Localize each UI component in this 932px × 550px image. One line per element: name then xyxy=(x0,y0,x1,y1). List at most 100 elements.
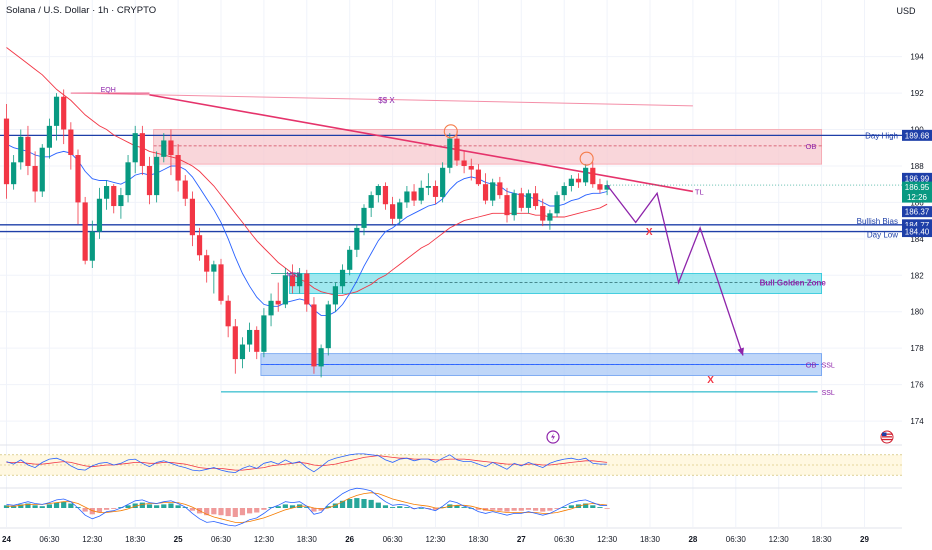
candle[interactable] xyxy=(146,156,153,205)
candle[interactable] xyxy=(475,164,481,186)
candle[interactable] xyxy=(261,308,267,358)
macd-histogram-bar xyxy=(375,502,381,508)
candle[interactable] xyxy=(75,149,81,225)
macd-histogram-bar xyxy=(561,507,567,508)
candle[interactable] xyxy=(211,260,217,294)
candles-layer[interactable] xyxy=(3,89,610,378)
candle[interactable] xyxy=(382,182,389,210)
candle[interactable] xyxy=(440,162,446,203)
candle[interactable] xyxy=(239,337,246,369)
candle[interactable] xyxy=(118,187,124,219)
candle[interactable] xyxy=(175,144,181,192)
candle[interactable] xyxy=(82,196,88,265)
candle[interactable] xyxy=(204,249,210,283)
candle[interactable] xyxy=(139,125,145,176)
candle[interactable] xyxy=(111,184,117,214)
candle[interactable] xyxy=(11,155,17,190)
candle[interactable] xyxy=(554,191,560,217)
lightning-icon[interactable] xyxy=(546,430,560,444)
candle[interactable] xyxy=(196,227,203,261)
time-axis[interactable]: 24 06:30 12:30 18:30 25 06:30 12:30 18:30 26 06:3… xyxy=(0,527,902,544)
price-axis[interactable]: 194192190188186184182180178176174189.681… xyxy=(902,0,932,550)
candle[interactable] xyxy=(518,187,524,212)
candle[interactable] xyxy=(504,187,510,223)
candle[interactable] xyxy=(375,184,381,203)
candle-body xyxy=(561,186,567,196)
candle[interactable] xyxy=(511,189,517,221)
macd-histogram-bar xyxy=(425,508,431,509)
candle[interactable] xyxy=(540,198,546,227)
candle[interactable] xyxy=(461,151,467,174)
candle[interactable] xyxy=(254,326,260,360)
candle[interactable] xyxy=(96,187,103,239)
candle[interactable] xyxy=(361,204,367,236)
candle[interactable] xyxy=(39,144,45,197)
candle[interactable] xyxy=(46,118,52,159)
candle[interactable] xyxy=(404,186,410,208)
rsi-pane[interactable]: 54.4351.48 xyxy=(0,444,932,478)
candle[interactable] xyxy=(232,319,238,374)
candle[interactable] xyxy=(89,220,95,268)
candle[interactable] xyxy=(339,264,346,294)
candle[interactable] xyxy=(418,180,424,205)
candle[interactable] xyxy=(490,178,496,207)
candle[interactable] xyxy=(354,224,360,258)
candle[interactable] xyxy=(533,186,539,210)
candle[interactable] xyxy=(268,293,274,327)
candle[interactable] xyxy=(189,191,195,247)
candle[interactable] xyxy=(32,151,38,203)
candle[interactable] xyxy=(482,173,489,205)
candle[interactable] xyxy=(454,131,460,166)
candle[interactable] xyxy=(289,264,296,294)
candle[interactable] xyxy=(318,344,324,378)
candle-body xyxy=(347,249,353,270)
candle[interactable] xyxy=(3,104,10,199)
candle[interactable] xyxy=(425,173,431,196)
candle[interactable] xyxy=(575,173,582,188)
candle[interactable] xyxy=(561,182,567,201)
candle[interactable] xyxy=(597,178,603,194)
candle[interactable] xyxy=(61,89,67,145)
candle[interactable] xyxy=(525,189,532,214)
candle[interactable] xyxy=(468,158,474,181)
candle[interactable] xyxy=(125,155,131,203)
candle[interactable] xyxy=(282,268,288,309)
macd-pane[interactable]: 0.330.27-0.06 xyxy=(0,485,932,527)
candle[interactable] xyxy=(583,164,589,186)
candle[interactable] xyxy=(218,258,224,305)
candle[interactable] xyxy=(68,122,74,170)
candle[interactable] xyxy=(332,282,338,312)
candle[interactable] xyxy=(275,282,281,312)
candle[interactable] xyxy=(397,198,403,225)
candle[interactable] xyxy=(18,129,24,170)
candle[interactable] xyxy=(547,209,553,230)
candle[interactable] xyxy=(311,297,317,374)
candle[interactable] xyxy=(304,269,310,312)
candle[interactable] xyxy=(182,175,188,207)
candle[interactable] xyxy=(154,151,160,203)
us-flag-icon[interactable] xyxy=(880,430,894,444)
candle[interactable] xyxy=(297,268,303,294)
candle[interactable] xyxy=(104,180,110,210)
candle[interactable] xyxy=(247,322,253,352)
candle[interactable] xyxy=(390,196,396,225)
candle[interactable] xyxy=(347,246,353,276)
candle[interactable] xyxy=(447,133,453,174)
candle[interactable] xyxy=(432,180,439,205)
candle[interactable] xyxy=(325,300,331,356)
candle[interactable] xyxy=(161,133,167,163)
currency-label[interactable]: USD xyxy=(896,6,916,16)
candle-body xyxy=(368,195,374,208)
candle[interactable] xyxy=(368,191,374,217)
candle[interactable] xyxy=(590,162,596,188)
candle[interactable] xyxy=(604,180,610,196)
candle[interactable] xyxy=(25,125,31,176)
candle[interactable] xyxy=(411,184,417,207)
candle[interactable] xyxy=(568,175,574,192)
candle[interactable] xyxy=(225,295,231,338)
candle[interactable] xyxy=(132,125,138,174)
candle[interactable] xyxy=(497,176,503,199)
candle[interactable] xyxy=(168,129,174,176)
candle[interactable] xyxy=(53,93,60,141)
